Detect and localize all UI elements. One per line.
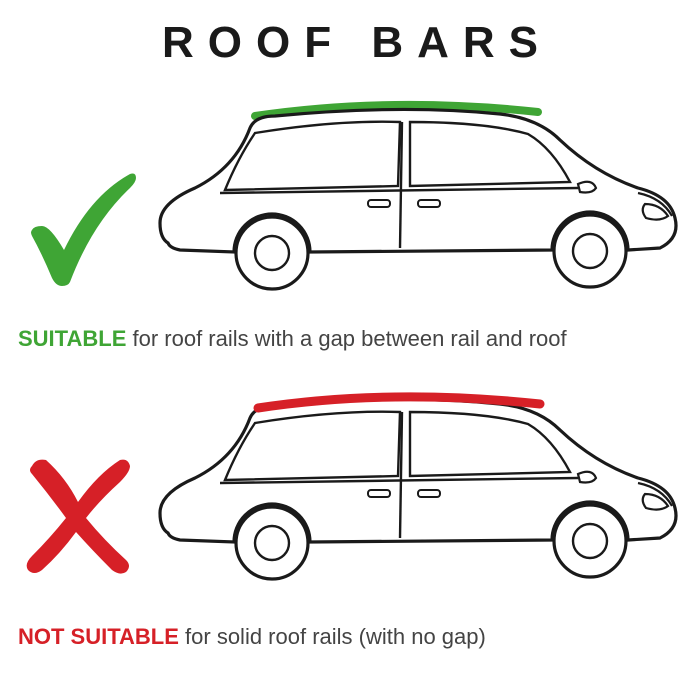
caption-notsuitable: NOT SUITABLE for solid roof rails (with … (18, 623, 486, 651)
caption-suitable-rest: for roof rails with a gap between rail a… (126, 326, 566, 351)
panel-notsuitable: NOT SUITABLE for solid roof rails (with … (0, 358, 700, 668)
wheel-rear-outer (236, 507, 308, 579)
panel-suitable: SUITABLE for roof rails with a gap betwe… (0, 68, 700, 358)
wheel-front-outer (554, 215, 626, 287)
check-icon (20, 168, 140, 293)
cross-icon (20, 448, 135, 583)
car-notsuitable (140, 378, 685, 613)
cross-path (27, 460, 130, 574)
caption-suitable: SUITABLE for roof rails with a gap betwe… (18, 325, 567, 353)
wheel-front-outer (554, 505, 626, 577)
wheel-rear-outer (236, 217, 308, 289)
check-path (31, 174, 136, 287)
caption-notsuitable-strong: NOT SUITABLE (18, 624, 179, 649)
caption-notsuitable-rest: for solid roof rails (with no gap) (179, 624, 486, 649)
page-title: ROOF BARS (0, 0, 700, 68)
caption-suitable-strong: SUITABLE (18, 326, 126, 351)
car-suitable (140, 88, 685, 323)
